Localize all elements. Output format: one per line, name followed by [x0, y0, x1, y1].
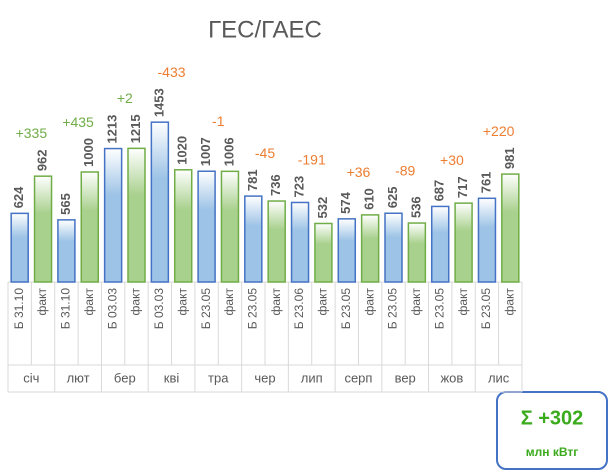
bar [220, 170, 240, 283]
annotation: +36 [347, 164, 371, 180]
x-tick-label: лис [488, 370, 510, 385]
sub-label: факт [502, 288, 516, 316]
value-label: 981 [502, 147, 517, 169]
value-label: 781 [245, 169, 260, 191]
bar [501, 173, 520, 283]
value-label: 1000 [81, 138, 96, 167]
sub-label: факт [362, 288, 376, 316]
bar [337, 218, 357, 283]
x-tick-label: жов [440, 370, 463, 385]
bar [33, 175, 53, 283]
bar [173, 169, 193, 283]
x-tick-label: вер [395, 370, 416, 385]
value-label: 1213 [105, 115, 120, 144]
sub-label: Б 31.10 [59, 288, 73, 330]
annotation: +220 [483, 123, 515, 139]
sub-label: факт [409, 288, 423, 316]
annotation: -89 [395, 162, 415, 178]
x-tick-label: кві [164, 370, 180, 385]
value-label: 736 [268, 174, 283, 196]
sub-label: факт [456, 288, 470, 316]
sub-label: Б 23.05 [386, 288, 400, 330]
bar [244, 195, 263, 283]
x-tick-label: серп [344, 370, 372, 385]
value-label: 717 [455, 176, 470, 198]
annotation: +30 [440, 152, 464, 168]
value-label: 574 [338, 191, 353, 213]
bar [477, 197, 497, 283]
value-label: 536 [408, 196, 423, 218]
annotation: -433 [158, 64, 186, 80]
value-label: 1453 [151, 88, 166, 117]
value-label: 687 [432, 180, 447, 202]
annotation: +435 [62, 114, 94, 130]
bar [197, 170, 216, 283]
annotation: -1 [212, 113, 225, 129]
bar [407, 222, 427, 283]
x-tick-label: чер [254, 370, 275, 385]
value-label: 532 [315, 197, 330, 219]
sub-label: факт [35, 288, 49, 316]
bar [314, 222, 333, 283]
value-label: 625 [385, 187, 400, 209]
bar [267, 200, 286, 283]
sub-label: Б 23.05 [432, 288, 446, 330]
bar [454, 202, 473, 283]
bar [430, 205, 450, 283]
value-label: 1020 [175, 136, 190, 165]
value-label: 1007 [198, 137, 213, 166]
value-label: 1215 [128, 114, 143, 143]
bar [57, 219, 76, 283]
sub-label: факт [129, 288, 143, 316]
x-tick-label: лип [301, 370, 323, 385]
sub-label: Б 03.03 [105, 288, 119, 330]
x-tick-label: січ [23, 370, 39, 385]
bar [103, 147, 123, 283]
value-label: 723 [291, 176, 306, 198]
bar [127, 147, 146, 283]
value-label: 761 [478, 172, 493, 194]
bar [290, 201, 310, 283]
summary-total: Σ +302 [521, 407, 584, 429]
sub-label: факт [175, 288, 189, 316]
value-label: 565 [58, 193, 73, 215]
bar [10, 212, 29, 283]
annotation: -191 [298, 151, 326, 167]
x-tick-label: лют [67, 370, 90, 385]
value-label: 1006 [221, 137, 236, 166]
sub-label: Б 23.05 [339, 288, 353, 330]
value-label: 624 [11, 186, 26, 208]
sub-label: Б 23.05 [199, 288, 213, 330]
annotation: -45 [255, 145, 275, 161]
bar [384, 212, 403, 283]
summary-box [496, 391, 608, 470]
bar [150, 121, 170, 283]
sub-label: факт [316, 288, 330, 316]
bar [80, 171, 100, 283]
sub-label: факт [82, 288, 96, 316]
sub-label: Б 31.10 [12, 288, 26, 330]
bar [360, 214, 380, 283]
sub-label: Б 23.06 [292, 288, 306, 330]
x-tick-label: бер [114, 370, 136, 385]
summary-unit: млн кВтг [526, 445, 578, 459]
sub-label: факт [269, 288, 283, 316]
annotation: +335 [16, 125, 48, 141]
chart-title: ГЕС/ГАЕС [208, 16, 322, 43]
sub-label: Б 23.05 [479, 288, 493, 330]
value-label: 962 [34, 149, 49, 171]
sub-label: Б 03.03 [152, 288, 166, 330]
sub-label: факт [222, 288, 236, 316]
sub-label: Б 23.05 [245, 288, 259, 330]
value-label: 610 [362, 188, 377, 210]
annotation: +2 [117, 90, 133, 106]
x-tick-label: тра [208, 370, 229, 385]
